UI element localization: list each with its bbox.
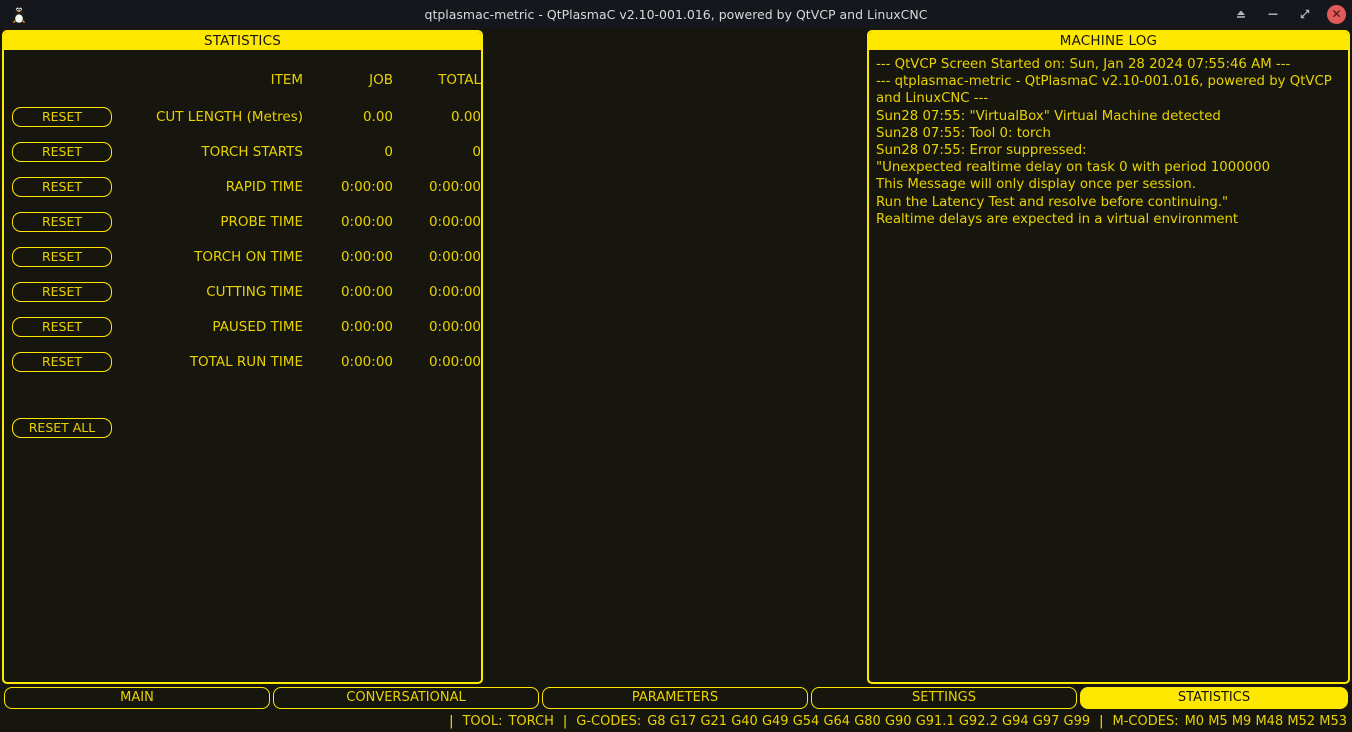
status-bar: | TOOL: TORCH | G-CODES: G8 G17 G21 G40 … [0,710,1352,732]
column-header-job: JOB [369,72,393,88]
status-mcodes-label: M-CODES: [1112,713,1179,729]
table-row: RESET CUT LENGTH (Metres) 0.00 0.00 [4,107,481,133]
tab-parameters[interactable]: PARAMETERS [542,687,808,709]
column-header-item: ITEM [270,72,303,88]
reset-button[interactable]: RESET [12,107,112,127]
status-gcodes-group: G-CODES: G8 G17 G21 G40 G49 G54 G64 G80 … [576,714,1090,729]
main-tab-bar: MAIN CONVERSATIONAL PARAMETERS SETTINGS STAT… [0,687,1352,709]
status-separator-2: | [562,713,568,729]
machine-log-panel-header: MACHINE LOG [869,32,1348,50]
reset-button[interactable]: RESET [12,212,112,232]
window-titlebar[interactable]: qtplasmac-metric - QtPlasmaC v2.10-001.0… [0,0,1352,28]
tux-penguin-icon [9,4,29,24]
table-row: RESET TORCH ON TIME 0:00:00 0:00:00 [4,247,481,273]
reset-button[interactable]: RESET [12,247,112,267]
table-row: RESET TOTAL RUN TIME 0:00:00 0:00:00 [4,352,481,378]
column-header-total: TOTAL [438,72,481,88]
status-mcodes-group: M-CODES: M0 M5 M9 M48 M52 M53 [1113,714,1347,729]
statistics-panel: STATISTICS ITEM JOB TOTAL RESET CUT LENGT… [2,30,483,684]
row-total-value: 0 [472,144,481,160]
row-job-value: 0:00:00 [340,354,393,370]
row-job-value: 0:00:00 [340,284,393,300]
reset-button[interactable]: RESET [12,177,112,197]
row-item-label: PROBE TIME [220,214,303,230]
row-job-value: 0 [384,144,393,160]
maximize-icon[interactable] [1295,4,1315,24]
row-job-value: 0:00:00 [340,214,393,230]
tab-conversational[interactable]: CONVERSATIONAL [273,687,539,709]
row-total-value: 0:00:00 [428,354,481,370]
machine-log-panel: MACHINE LOG --- QtVCP Screen Started on:… [867,30,1350,684]
row-total-value: 0:00:00 [428,284,481,300]
status-separator-1: | [449,713,454,729]
tab-main[interactable]: MAIN [4,687,270,709]
row-job-value: 0:00:00 [340,319,393,335]
row-item-label: RAPID TIME [225,179,303,195]
reset-button[interactable]: RESET [12,317,112,337]
window-title: qtplasmac-metric - QtPlasmaC v2.10-001.0… [424,6,928,22]
statistics-panel-header: STATISTICS [4,32,481,50]
reset-all-button[interactable]: RESET ALL [12,418,112,438]
table-row: RESET PAUSED TIME 0:00:00 0:00:00 [4,317,481,343]
tab-statistics[interactable]: STATISTICS [1080,687,1348,709]
table-row: RESET PROBE TIME 0:00:00 0:00:00 [4,212,481,238]
eject-icon[interactable] [1231,4,1251,24]
row-item-label: PAUSED TIME [212,319,303,335]
status-gcodes-label: G-CODES: [576,713,642,729]
statistics-table: ITEM JOB TOTAL RESET CUT LENGTH (Metres) 0… [4,50,481,682]
machine-log-text[interactable]: --- QtVCP Screen Started on: Sun, Jan 28… [876,57,1332,227]
reset-button[interactable]: RESET [12,282,112,302]
status-tool-label: TOOL: [462,713,503,729]
row-total-value: 0:00:00 [428,249,481,265]
window-controls: ✕ [1231,0,1346,28]
row-job-value: 0:00:00 [340,249,393,265]
table-row: RESET CUTTING TIME 0:00:00 0:00:00 [4,282,481,308]
row-item-label: TORCH STARTS [201,144,303,160]
minimize-icon[interactable] [1263,4,1283,24]
status-separator-3: | [1099,713,1104,729]
status-tool-value: TORCH [508,713,554,729]
table-row: RESET TORCH STARTS 0 0 [4,142,481,168]
status-mcodes-value: M0 M5 M9 M48 M52 M53 [1184,713,1347,729]
close-icon[interactable]: ✕ [1327,4,1346,24]
row-job-value: 0.00 [362,109,393,125]
reset-button[interactable]: RESET [12,352,112,372]
reset-button[interactable]: RESET [12,142,112,162]
row-total-value: 0.00 [450,109,481,125]
row-total-value: 0:00:00 [428,319,481,335]
row-item-label: TORCH ON TIME [194,249,303,265]
row-job-value: 0:00:00 [340,179,393,195]
row-item-label: CUTTING TIME [206,284,303,300]
status-tool-group: TOOL: TORCH [462,714,553,729]
tab-settings[interactable]: SETTINGS [811,687,1077,709]
status-gcodes-value: G8 G17 G21 G40 G49 G54 G64 G80 G90 G91.1… [647,713,1091,729]
row-item-label: TOTAL RUN TIME [189,354,303,370]
row-item-label: CUT LENGTH (Metres) [155,109,303,125]
statistics-header-row: ITEM JOB TOTAL [4,72,481,92]
row-total-value: 0:00:00 [428,214,481,230]
row-total-value: 0:00:00 [428,179,481,195]
table-row: RESET RAPID TIME 0:00:00 0:00:00 [4,177,481,203]
